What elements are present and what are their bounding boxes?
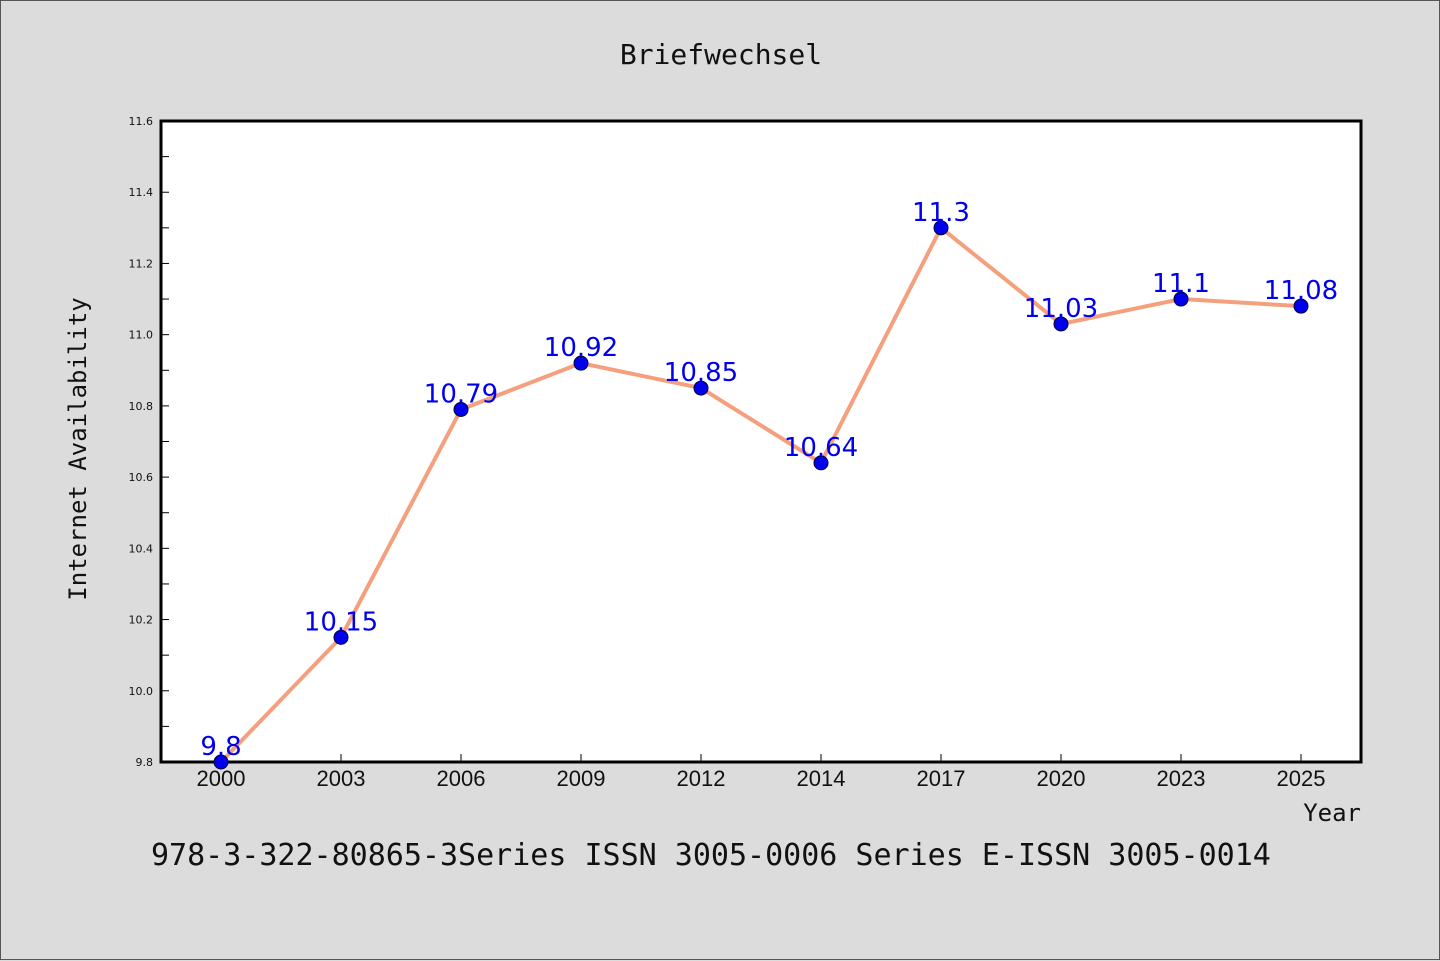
y-tick-label: 10.2 (129, 614, 154, 627)
y-tick-label: 11.4 (129, 186, 154, 199)
data-label: 10.92 (544, 333, 618, 363)
data-point (333, 629, 349, 645)
data-point (933, 220, 949, 236)
data-markers (213, 220, 1309, 770)
y-tick-label: 9.8 (136, 756, 154, 769)
data-label: 10.64 (784, 433, 858, 463)
data-label: 11.1 (1152, 269, 1210, 299)
y-tick-label: 11.6 (129, 115, 154, 128)
y-tick-label: 11.0 (129, 329, 154, 342)
x-tick-label: 2000 (197, 766, 246, 791)
data-point (573, 355, 589, 371)
y-tick-label: 11.2 (129, 257, 154, 270)
y-axis-label: Internet Availability (64, 297, 92, 600)
data-label: 10.15 (304, 607, 378, 637)
plot-area (159, 119, 1363, 764)
x-tick-label: 2006 (437, 766, 486, 791)
series-polyline (219, 225, 1302, 764)
data-label: 11.08 (1264, 276, 1338, 306)
y-axis: 9.8 10.0 10.2 10.4 10.6 10.8 11.0 11.2 11.4 11.6 (129, 115, 169, 769)
data-point (1173, 291, 1189, 307)
data-label: 9.8 (200, 732, 241, 762)
data-point (693, 380, 709, 396)
x-tick-label: 2012 (677, 766, 726, 791)
data-label: 10.85 (664, 358, 738, 388)
data-label: 11.3 (912, 198, 970, 228)
y-tick-label: 10.6 (129, 471, 154, 484)
data-labels: 9.8 10.15 10.79 10.92 10.85 10.64 11.3 11.03 11.… (200, 198, 1338, 762)
data-label: 10.79 (424, 379, 498, 409)
data-label: 11.03 (1024, 294, 1098, 324)
data-point (213, 754, 229, 770)
data-point (1293, 298, 1309, 314)
footer-text: 978-3-322-80865-3Series ISSN 3005-0006 S… (151, 838, 1271, 873)
data-point (813, 455, 829, 471)
x-tick-label: 2023 (1157, 766, 1206, 791)
x-tick-label: 2003 (317, 766, 366, 791)
series-line (219, 225, 1302, 764)
y-tick-label: 10.4 (129, 542, 154, 555)
x-tick-label: 2009 (557, 766, 606, 791)
x-axis-label: Year (1303, 799, 1361, 827)
x-tick-label: 2014 (797, 766, 846, 791)
x-tick-label: 2017 (917, 766, 966, 791)
y-tick-label: 10.8 (129, 400, 154, 413)
x-tick-label: 2020 (1037, 766, 1086, 791)
data-point (1053, 316, 1069, 332)
data-point (453, 401, 469, 417)
x-axis: 2000 2003 2006 2009 2012 2014 2017 2020 2023 2025 (197, 754, 1326, 791)
y-tick-label: 10.0 (129, 685, 154, 698)
chart-title: Briefwechsel (620, 38, 822, 71)
x-tick-label: 2025 (1277, 766, 1326, 791)
